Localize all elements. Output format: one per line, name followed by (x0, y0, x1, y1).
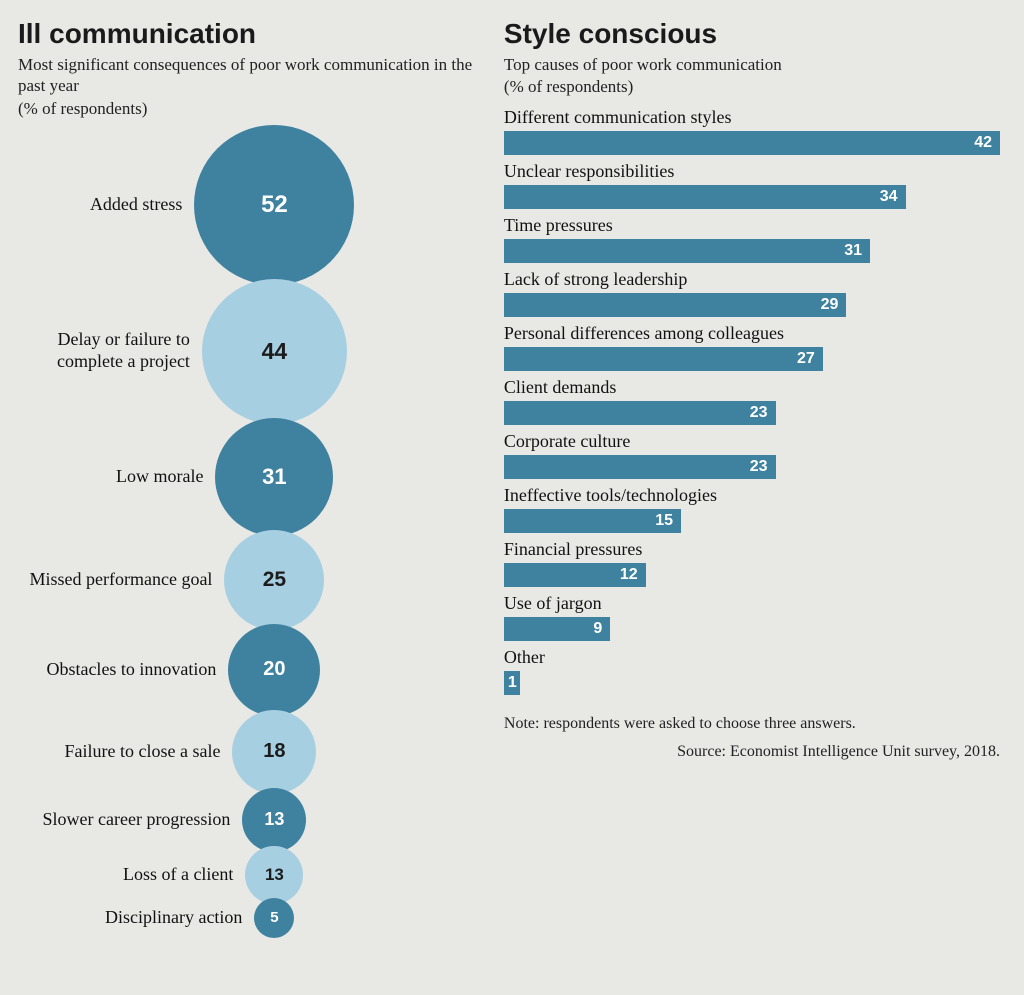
bubble: 25 (224, 530, 324, 630)
bubble-label: Low morale (3, 466, 203, 488)
bar-item: Other 1 (504, 647, 1000, 695)
bar-fill: 12 (504, 563, 646, 587)
bar-fill: 42 (504, 131, 1000, 155)
bubble-label: Slower career progression (30, 809, 230, 831)
bar-track: 9 (504, 617, 1000, 641)
bubble-row: Low morale31 (18, 418, 476, 536)
bar-item: Time pressures 31 (504, 215, 1000, 263)
bar-fill: 23 (504, 401, 776, 425)
right-unit: (% of respondents) (504, 77, 1000, 97)
left-subtitle: Most significant consequences of poor wo… (18, 54, 476, 97)
bar-fill: 27 (504, 347, 823, 371)
bar-fill: 1 (504, 671, 520, 695)
bubble-label: Disciplinary action (42, 907, 242, 929)
bar-fill: 34 (504, 185, 906, 209)
bar-label: Ineffective tools/technologies (504, 485, 1000, 506)
bar-fill: 9 (504, 617, 610, 641)
bubble-label: Loss of a client (33, 864, 233, 886)
bubble-label: Added stress (0, 194, 182, 216)
bubble-label: Obstacles to innovation (16, 659, 216, 681)
bar-label: Time pressures (504, 215, 1000, 236)
bubble: 5 (254, 898, 294, 938)
bubble: 13 (242, 788, 306, 852)
bar-track: 23 (504, 401, 1000, 425)
left-title: Ill communication (18, 18, 476, 50)
bar-item: Financial pressures 12 (504, 539, 1000, 587)
bar-label: Other (504, 647, 1000, 668)
bubble-row: Missed performance goal25 (18, 530, 476, 630)
bar-label: Personal differences among colleagues (504, 323, 1000, 344)
bubble-label: Delay or failure to complete a project (0, 329, 190, 372)
bar-track: 12 (504, 563, 1000, 587)
bar-fill: 15 (504, 509, 681, 533)
footnote: Note: respondents were asked to choose t… (504, 715, 1000, 733)
bar-label: Financial pressures (504, 539, 1000, 560)
bubble-chart: Added stress52Delay or failure to comple… (18, 125, 476, 938)
bubble-row: Obstacles to innovation 20 (18, 624, 476, 716)
bar-track: 27 (504, 347, 1000, 371)
bubble: 44 (202, 279, 347, 424)
right-panel: Style conscious Top causes of poor work … (504, 18, 1000, 977)
bar-fill: 31 (504, 239, 870, 263)
bubble: 52 (194, 125, 354, 285)
bar-label: Use of jargon (504, 593, 1000, 614)
bar-fill: 29 (504, 293, 847, 317)
infographic-container: Ill communication Most significant conse… (0, 0, 1024, 995)
bar-label: Corporate culture (504, 431, 1000, 452)
bubble-row: Failure to close a sale 18 (18, 710, 476, 794)
bar-item: Different communication styles 42 (504, 107, 1000, 155)
bubble: 18 (232, 710, 316, 794)
bubble-row: Loss of a client 13 (18, 846, 476, 904)
bar-item: Personal differences among colleagues 27 (504, 323, 1000, 371)
bar-item: Ineffective tools/technologies 15 (504, 485, 1000, 533)
right-subtitle: Top causes of poor work communication (504, 54, 1000, 75)
bar-label: Unclear responsibilities (504, 161, 1000, 182)
bar-chart: Different communication styles 42 Unclear … (504, 107, 1000, 701)
bubble-label: Failure to close a sale (20, 741, 220, 763)
bar-track: 1 (504, 671, 1000, 695)
bubble: 31 (215, 418, 333, 536)
bubble-row: Delay or failure to complete a project44 (18, 279, 476, 424)
bubble-row: Added stress52 (18, 125, 476, 285)
bar-item: Lack of strong leadership 29 (504, 269, 1000, 317)
bubble: 13 (245, 846, 303, 904)
bar-fill: 23 (504, 455, 776, 479)
bar-track: 23 (504, 455, 1000, 479)
bubble-row: Slower career progression 13 (18, 788, 476, 852)
bar-item: Unclear responsibilities 34 (504, 161, 1000, 209)
bubble: 20 (228, 624, 320, 716)
bar-label: Client demands (504, 377, 1000, 398)
bar-track: 31 (504, 239, 1000, 263)
bar-track: 42 (504, 131, 1000, 155)
bar-item: Corporate culture 23 (504, 431, 1000, 479)
bar-track: 29 (504, 293, 1000, 317)
right-title: Style conscious (504, 18, 1000, 50)
bar-track: 34 (504, 185, 1000, 209)
bar-label: Different communication styles (504, 107, 1000, 128)
left-panel: Ill communication Most significant conse… (18, 18, 476, 977)
bar-track: 15 (504, 509, 1000, 533)
bubble-label: Missed performance goal (12, 569, 212, 591)
left-unit: (% of respondents) (18, 99, 476, 119)
bar-label: Lack of strong leadership (504, 269, 1000, 290)
bar-item: Client demands 23 (504, 377, 1000, 425)
bubble-row: Disciplinary action 5 (18, 898, 476, 938)
bar-item: Use of jargon 9 (504, 593, 1000, 641)
source-line: Source: Economist Intelligence Unit surv… (504, 743, 1000, 761)
